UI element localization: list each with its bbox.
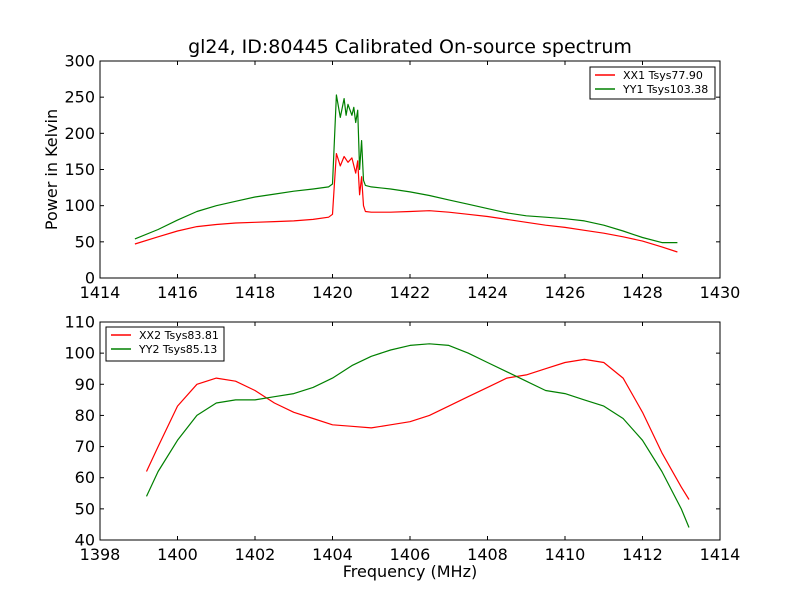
- y-tick-label: 0: [85, 269, 95, 288]
- y-tick-label: 70: [75, 437, 95, 456]
- x-axis-label: Frequency (MHz): [343, 562, 477, 581]
- y-tick-label: 40: [75, 531, 95, 550]
- x-tick-label: 1428: [622, 283, 663, 302]
- y-tick-label: 50: [75, 499, 95, 518]
- y-tick-label: 110: [64, 313, 95, 332]
- y-tick-label: 100: [64, 196, 95, 215]
- legend-box: [105, 326, 225, 362]
- series-line-2: [134, 94, 678, 244]
- series-line-1: [145, 358, 690, 500]
- x-tick-label: 1402: [235, 545, 276, 564]
- y-axis-label: Power in Kelvin: [42, 109, 61, 230]
- x-tick-label: 1416: [157, 283, 198, 302]
- y-tick-label: 250: [64, 88, 95, 107]
- x-tick-label: 1424: [467, 283, 508, 302]
- x-tick-label: 1418: [235, 283, 276, 302]
- x-tick-label: 1422: [390, 283, 431, 302]
- x-tick-label: 1408: [467, 545, 508, 564]
- series-line-2: [145, 343, 690, 528]
- x-tick-label: 1406: [390, 545, 431, 564]
- y-tick-label: 50: [75, 232, 95, 251]
- x-tick-label: 1400: [157, 545, 198, 564]
- y-tick-label: 80: [75, 406, 95, 425]
- y-tick-label: 150: [64, 160, 95, 179]
- x-tick-label: 1430: [700, 283, 741, 302]
- legend-label-1: XX1 Tsys77.90: [623, 69, 703, 82]
- y-tick-label: 60: [75, 468, 95, 487]
- x-tick-label: 1426: [545, 283, 586, 302]
- y-tick-label: 200: [64, 124, 95, 143]
- x-tick-label: 1412: [622, 545, 663, 564]
- plots-group: 1414 1416 1418 1420 1422 1424 1426 1428 14300501…: [42, 52, 740, 582]
- legend-label-1: XX2 Tsys83.81: [139, 329, 219, 342]
- legend-label-2: YY2 Tsys85.13: [138, 343, 217, 356]
- legend-label-2: YY1 Tsys103.38: [622, 83, 708, 96]
- x-tick-label: 1420: [312, 283, 353, 302]
- x-tick-label: 1414: [80, 283, 121, 302]
- y-tick-label: 90: [75, 375, 95, 394]
- x-tick-label: 1414: [700, 545, 741, 564]
- plot-1: 1414 1416 1418 1420 1422 1424 1426 1428 1430 0 50 1…: [42, 52, 740, 303]
- x-tick-label: 1410: [545, 545, 586, 564]
- legend-box: [589, 66, 716, 100]
- chart-title: gl24, ID:80445 Calibrated On-source spec…: [188, 36, 632, 58]
- y-tick-label: 300: [64, 52, 95, 71]
- y-tick-label: 100: [64, 344, 95, 363]
- x-tick-label: 1398: [80, 545, 121, 564]
- series-line-1: [134, 153, 678, 253]
- plot-2: 1398 1400 1402 1404 1406 1408 1410 1412 1414 40 50…: [64, 313, 740, 582]
- x-tick-label: 1404: [312, 545, 353, 564]
